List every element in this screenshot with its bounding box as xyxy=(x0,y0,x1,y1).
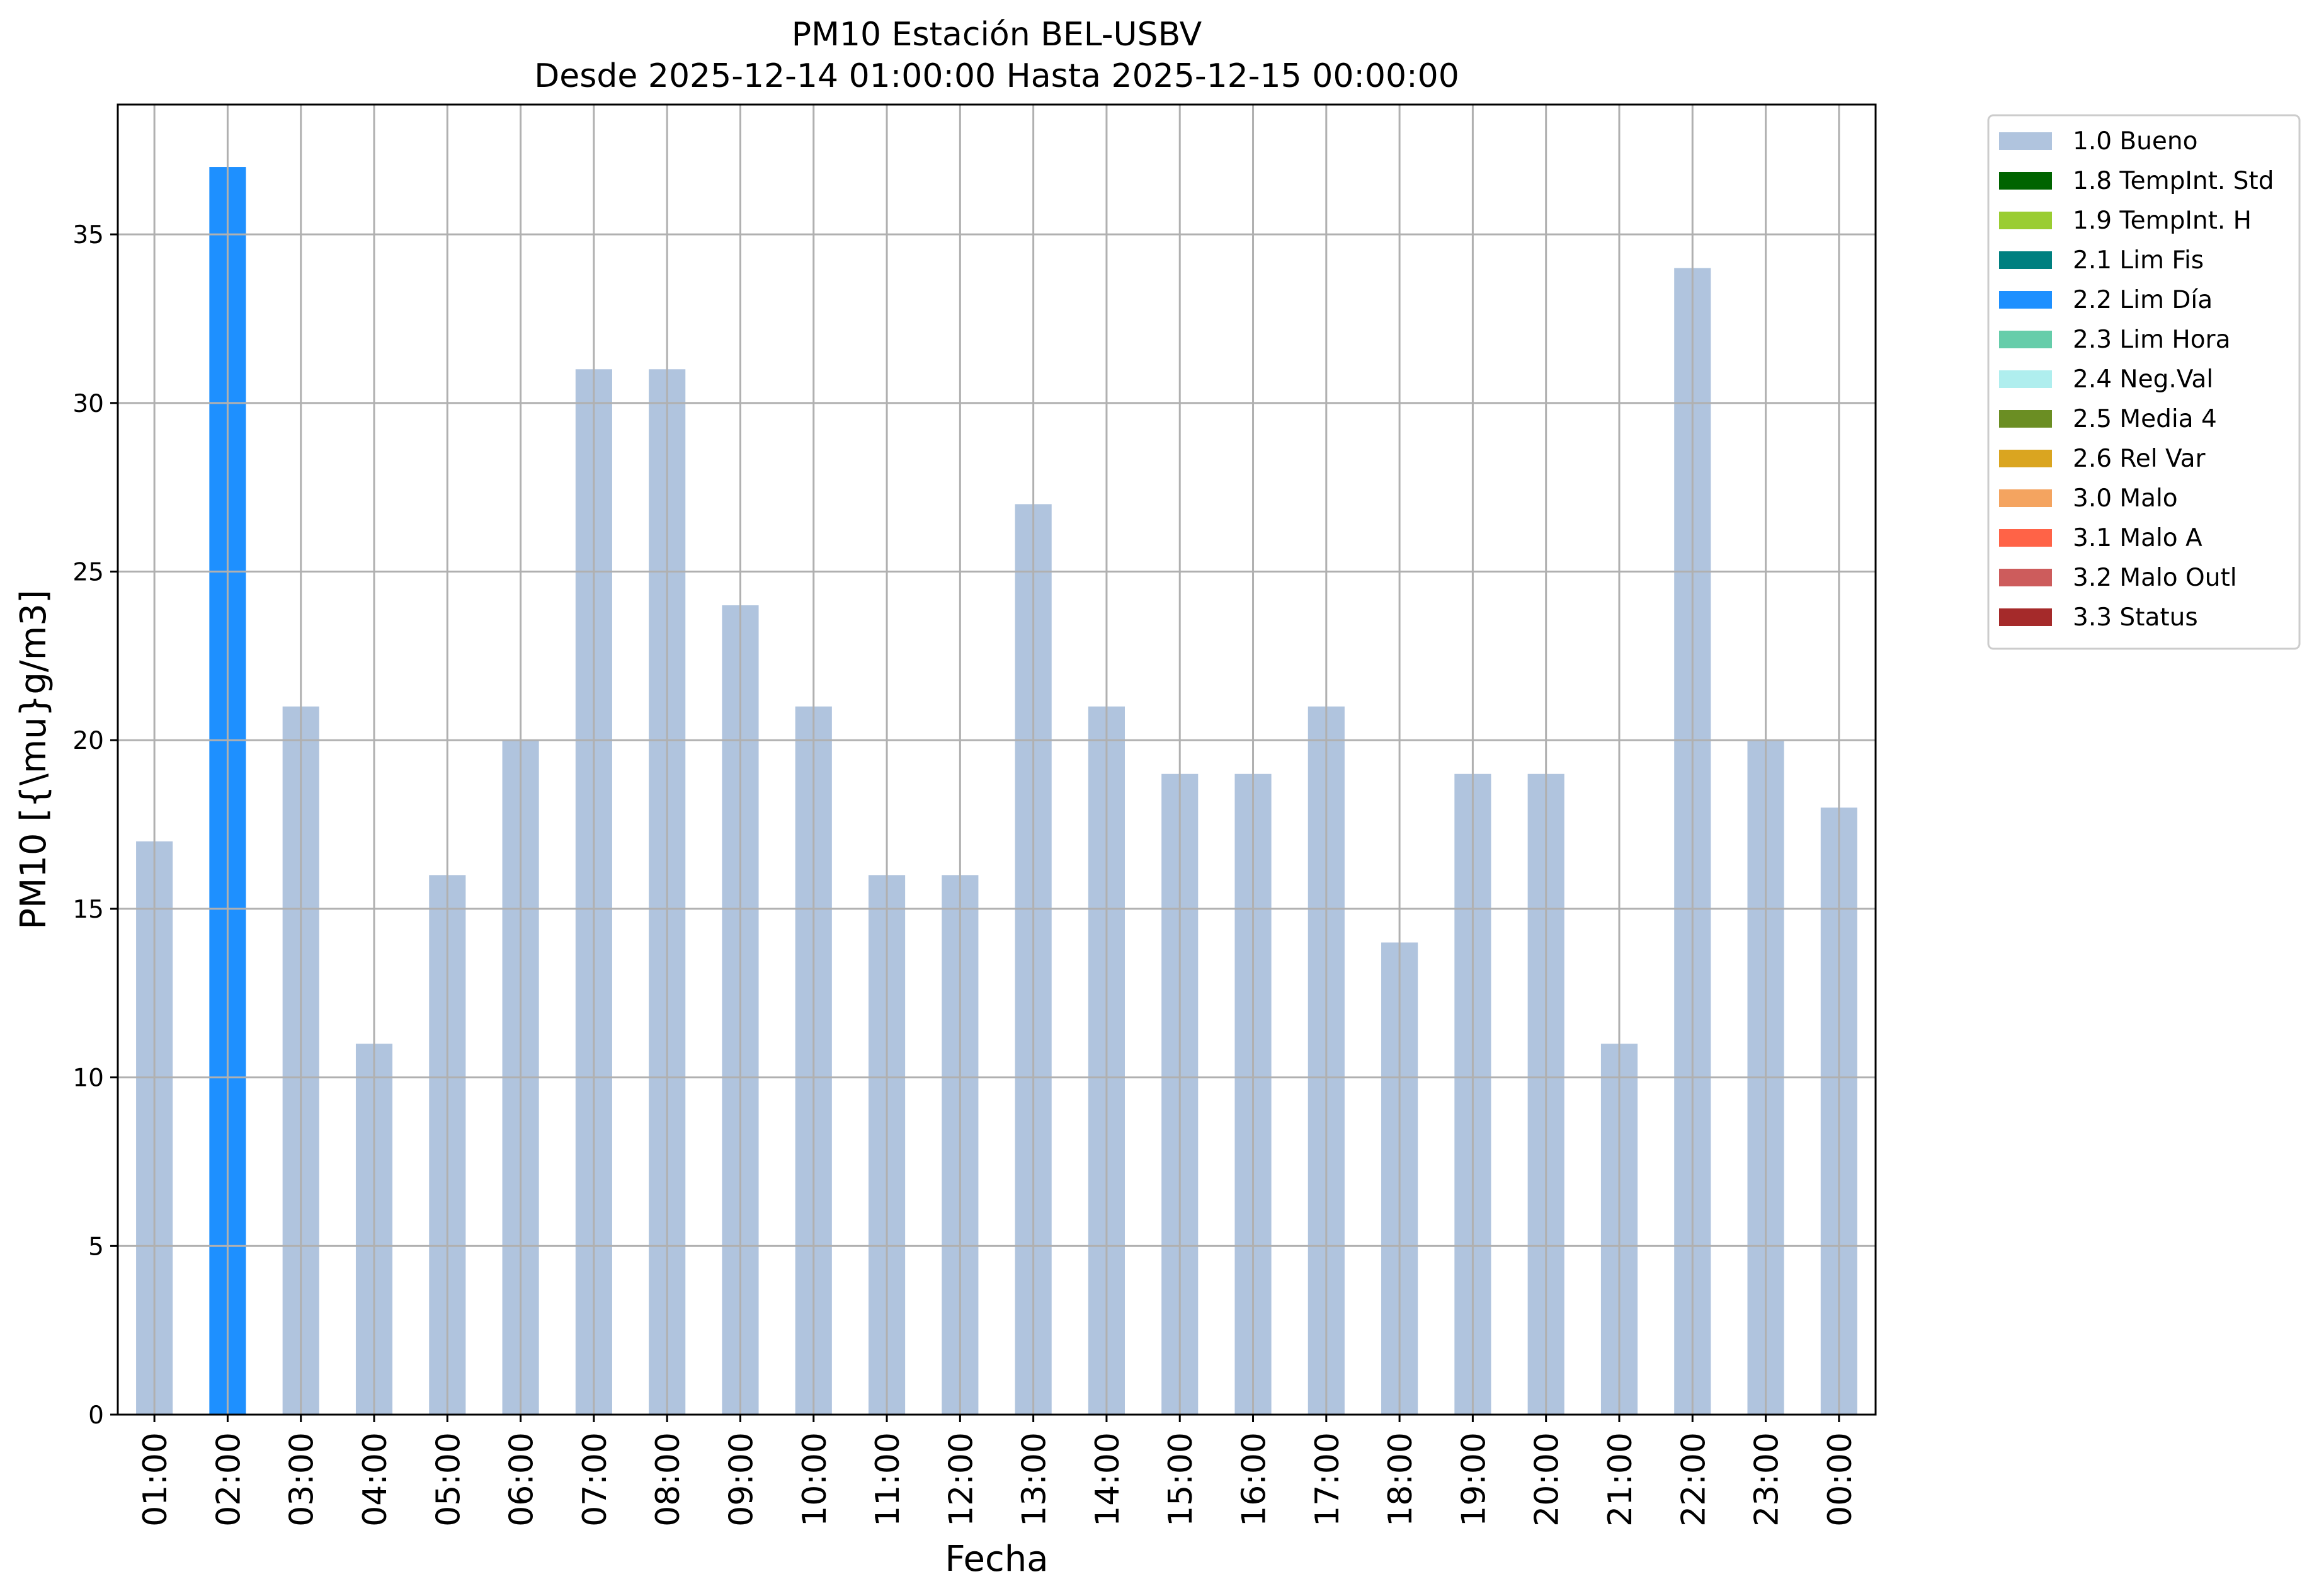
legend-swatch xyxy=(1999,410,2052,428)
legend-label: 3.1 Malo A xyxy=(2073,524,2202,552)
legend-swatch xyxy=(1999,212,2052,229)
x-tick-label: 14:00 xyxy=(1089,1432,1127,1527)
grid-lines xyxy=(118,105,1876,1415)
x-tick-label: 01:00 xyxy=(137,1432,174,1527)
x-tick-label: 08:00 xyxy=(649,1432,687,1527)
y-tick-label: 25 xyxy=(72,559,104,587)
legend-label: 1.9 TempInt. H xyxy=(2073,207,2252,235)
legend-label: 2.3 Lim Hora xyxy=(2073,326,2231,354)
x-tick-label: 23:00 xyxy=(1748,1432,1786,1527)
x-tick-label: 19:00 xyxy=(1455,1432,1493,1527)
legend-label: 1.0 Bueno xyxy=(2073,127,2197,156)
x-tick-label: 17:00 xyxy=(1309,1432,1347,1527)
x-tick-label: 10:00 xyxy=(796,1432,834,1527)
x-tick-label: 16:00 xyxy=(1236,1432,1273,1527)
legend-label: 3.3 Status xyxy=(2073,603,2198,632)
x-tick-label: 21:00 xyxy=(1602,1432,1639,1527)
x-tick-label: 13:00 xyxy=(1016,1432,1054,1527)
y-tick-label: 5 xyxy=(88,1233,104,1261)
legend-label: 2.4 Neg.Val xyxy=(2073,365,2213,394)
y-tick-label: 0 xyxy=(88,1401,104,1430)
x-tick-label: 05:00 xyxy=(430,1432,467,1527)
legend-swatch xyxy=(1999,529,2052,547)
legend-swatch xyxy=(1999,132,2052,150)
y-tick-label: 20 xyxy=(72,727,104,755)
x-tick-label: 07:00 xyxy=(576,1432,614,1527)
x-tick-label: 04:00 xyxy=(356,1432,394,1527)
legend-swatch xyxy=(1999,489,2052,507)
legend-label: 3.2 Malo Outl xyxy=(2073,564,2237,592)
y-tick-label: 10 xyxy=(72,1064,104,1093)
legend: 1.0 Bueno 1.8 TempInt. Std 1.9 TempInt. H 2… xyxy=(1987,114,2301,650)
legend-label: 2.5 Media 4 xyxy=(2073,405,2217,433)
x-tick-label: 00:00 xyxy=(1821,1432,1859,1527)
legend-swatch xyxy=(1999,608,2052,626)
axis-ticks: 0 5 10 15 20 25 30 35 01:00 02:00 03:00 04:00 05:00 0… xyxy=(72,221,1859,1527)
legend-swatch xyxy=(1999,251,2052,269)
legend-label: 1.8 TempInt. Std xyxy=(2073,167,2274,195)
y-tick-label: 35 xyxy=(72,221,104,249)
x-tick-label: 22:00 xyxy=(1675,1432,1712,1527)
legend-swatch xyxy=(1999,172,2052,190)
x-tick-label: 11:00 xyxy=(869,1432,907,1527)
legend-label: 3.0 Malo xyxy=(2073,484,2178,513)
chart-subtitle: Desde 2025-12-14 01:00:00 Hasta 2025-12-… xyxy=(534,57,1459,95)
y-axis-label: PM10 [{\mu}g/m3] xyxy=(13,590,54,930)
x-tick-label: 12:00 xyxy=(942,1432,980,1527)
x-tick-label: 18:00 xyxy=(1382,1432,1420,1527)
x-tick-label: 09:00 xyxy=(722,1432,760,1527)
x-tick-label: 02:00 xyxy=(210,1432,248,1527)
legend-swatch xyxy=(1999,331,2052,348)
x-tick-label: 15:00 xyxy=(1162,1432,1200,1527)
legend-label: 2.1 Lim Fis xyxy=(2073,246,2204,275)
legend-box xyxy=(1987,114,2301,650)
x-axis-label: Fecha xyxy=(945,1539,1048,1580)
y-tick-label: 15 xyxy=(72,896,104,924)
x-tick-label: 06:00 xyxy=(503,1432,541,1527)
legend-swatch xyxy=(1999,450,2052,467)
legend-swatch xyxy=(1999,291,2052,309)
y-tick-label: 30 xyxy=(72,390,104,418)
legend-swatch xyxy=(1999,370,2052,388)
legend-label: 2.2 Lim Día xyxy=(2073,286,2213,314)
chart-title: PM10 Estación BEL-USBV xyxy=(792,16,1202,54)
plot-frame xyxy=(117,103,1877,1416)
x-tick-label: 03:00 xyxy=(283,1432,321,1527)
x-tick-label: 20:00 xyxy=(1529,1432,1566,1527)
legend-label: 2.6 Rel Var xyxy=(2073,445,2206,473)
bars xyxy=(136,167,1857,1415)
legend-swatch xyxy=(1999,569,2052,586)
